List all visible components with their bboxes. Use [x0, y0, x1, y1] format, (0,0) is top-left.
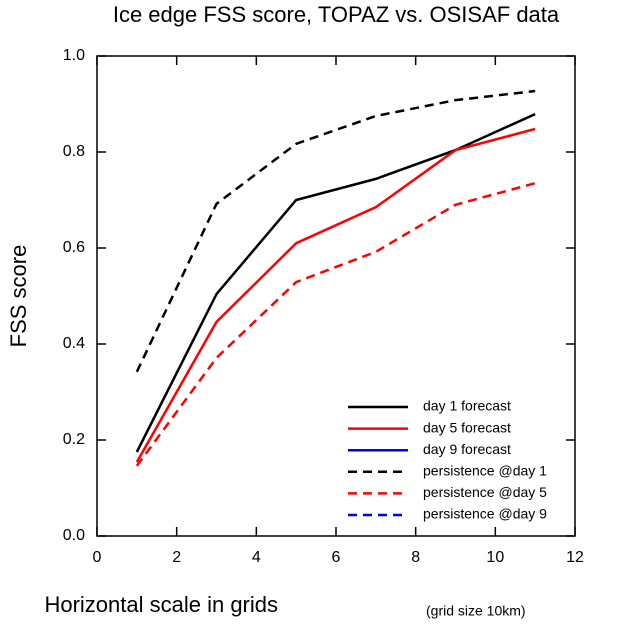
- series-line: [135, 127, 536, 463]
- y-tick-label: 0.6: [63, 239, 85, 256]
- y-axis-label: FSS score: [6, 245, 31, 348]
- series-line: [135, 89, 536, 373]
- legend-label: day 1 forecast: [423, 398, 511, 414]
- x-axis-label: Horizontal scale in grids: [44, 592, 278, 617]
- x-tick-label: 10: [486, 549, 504, 566]
- x-tick-label: 12: [566, 549, 584, 566]
- y-tick-label: 0.4: [63, 335, 85, 352]
- legend-label: persistence @day 9: [423, 506, 547, 522]
- x-tick-label: 4: [252, 549, 261, 566]
- series-line: [135, 181, 536, 467]
- x-tick-label: 6: [332, 549, 341, 566]
- x-axis-note: (grid size 10km): [426, 603, 526, 619]
- chart-title: Ice edge FSS score, TOPAZ vs. OSISAF dat…: [113, 2, 560, 27]
- series-line: [135, 112, 536, 453]
- legend-label: day 5 forecast: [423, 419, 511, 435]
- y-tick-label: 1.0: [63, 47, 85, 64]
- x-tick-label: 8: [411, 549, 420, 566]
- y-tick-label: 0.2: [63, 431, 85, 448]
- legend-label: persistence @day 1: [423, 463, 547, 479]
- x-tick-label: 0: [93, 549, 102, 566]
- x-tick-label: 2: [172, 549, 181, 566]
- legend-label: day 9 forecast: [423, 441, 511, 457]
- y-tick-label: 0.0: [63, 527, 85, 544]
- y-tick-label: 0.8: [63, 143, 85, 160]
- legend-label: persistence @day 5: [423, 484, 547, 500]
